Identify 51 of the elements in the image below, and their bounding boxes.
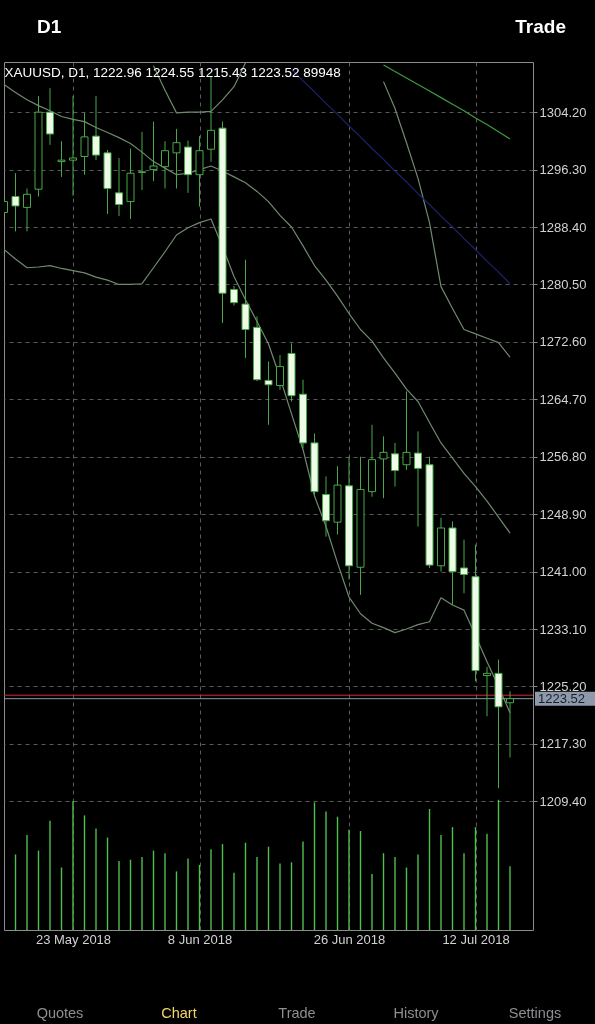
candlestick xyxy=(46,87,54,146)
y-tick-label: 1296.30 xyxy=(539,162,587,178)
x-tick-label: 12 Jul 2018 xyxy=(442,931,510,947)
text: D1 xyxy=(37,16,62,37)
y-tick-label: 1256.80 xyxy=(539,449,587,465)
x-tick-label: 23 May 2018 xyxy=(35,931,112,947)
x-tick-label: 26 Jun 2018 xyxy=(313,931,386,947)
candlestick xyxy=(276,354,284,391)
y-tick-label: 1233.10 xyxy=(539,621,587,637)
candlestick xyxy=(172,128,181,189)
text: Chart xyxy=(161,1005,197,1021)
candlestick xyxy=(92,95,100,161)
candlestick xyxy=(506,690,514,758)
line-series xyxy=(4,218,511,714)
candlestick xyxy=(402,390,411,471)
y-tick-label: 1248.90 xyxy=(539,506,587,522)
line-series xyxy=(382,64,511,140)
candlestick xyxy=(80,112,89,176)
candlestick xyxy=(379,435,388,499)
y-tick-label: 1304.20 xyxy=(539,104,587,120)
x-tick-label: 8 Jun 2018 xyxy=(167,931,233,947)
text: Trade xyxy=(278,1005,316,1021)
candlestick xyxy=(207,76,215,163)
text: Trade xyxy=(515,16,566,37)
candlestick xyxy=(115,157,123,217)
candlestick xyxy=(414,430,422,528)
candlestick xyxy=(230,285,238,307)
y-tick-label: 1264.70 xyxy=(539,391,587,407)
y-tick-label: 1288.40 xyxy=(539,219,587,235)
candlestick xyxy=(23,187,31,232)
y-tick-label: 1241.00 xyxy=(539,564,587,580)
candlestick xyxy=(460,539,468,594)
candlestick xyxy=(138,131,146,191)
y-tick-label: 1272.60 xyxy=(539,334,587,350)
text: Quotes xyxy=(36,1005,84,1021)
line-series xyxy=(4,83,511,534)
candlestick xyxy=(69,95,77,197)
y-tick-label: 1217.30 xyxy=(539,736,587,752)
text: History xyxy=(393,1005,440,1021)
y-tick-label: 1280.50 xyxy=(539,276,587,292)
chart-title: XAUUSD, D1, 1222.96 1224.55 1215.43 1223.52 89948 xyxy=(4,64,341,80)
candlestick xyxy=(11,172,20,232)
candlestick xyxy=(483,666,491,717)
candlestick xyxy=(391,442,399,488)
candlestick xyxy=(149,121,158,182)
text: Settings xyxy=(508,1005,562,1021)
candlestick xyxy=(264,361,273,426)
candlestick xyxy=(195,135,204,208)
y-tick-label: 1209.40 xyxy=(539,793,587,809)
candlestick xyxy=(161,140,169,189)
candlestick xyxy=(57,140,66,178)
